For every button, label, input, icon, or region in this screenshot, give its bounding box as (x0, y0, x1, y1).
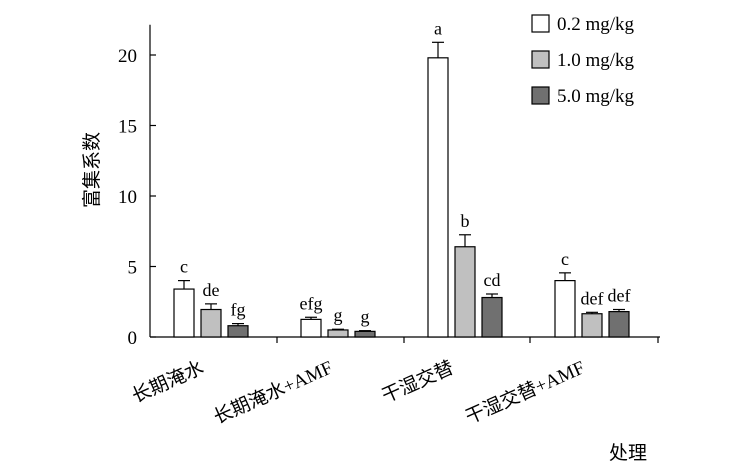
legend-label: 0.2 mg/kg (557, 14, 635, 35)
significance-label: efg (300, 293, 323, 313)
axes: 0 5 10 15 20 (118, 24, 660, 349)
legend-swatch (531, 50, 550, 69)
significance-label: g (361, 307, 370, 327)
significance-label: c (561, 249, 569, 269)
legend-swatch (531, 86, 550, 105)
significance-label: fg (231, 300, 246, 320)
bar (608, 311, 630, 338)
y-tick-label: 5 (128, 258, 138, 279)
category-label: 长期淹水 (129, 356, 207, 407)
bars (173, 41, 630, 338)
category-label: 干湿交替+AMF (462, 356, 588, 428)
significance-label: g (334, 305, 343, 325)
legend: 0.2 mg/kg 1.0 mg/kg 5.0 mg/kg (531, 14, 635, 107)
bar (354, 330, 376, 338)
legend-label: 1.0 mg/kg (557, 50, 635, 71)
y-tick-label: 0 (128, 328, 138, 349)
y-tick-label: 15 (118, 117, 137, 138)
significance-label: b (461, 211, 470, 231)
bar (427, 57, 449, 338)
bar (554, 280, 576, 338)
x-axis-title: 处理 (609, 442, 647, 464)
bar (454, 246, 476, 338)
bar (200, 308, 222, 338)
significance-label: def (581, 288, 604, 308)
bar (173, 288, 195, 338)
bar (300, 318, 322, 338)
significance-label: de (203, 280, 220, 300)
significance-label: def (608, 286, 631, 306)
bar (227, 325, 249, 338)
significance-label: c (180, 257, 188, 277)
significance-label: a (434, 18, 442, 38)
legend-label: 5.0 mg/kg (557, 86, 635, 107)
bar (327, 329, 349, 338)
bar (581, 313, 603, 338)
y-tick-label: 10 (118, 187, 137, 208)
y-axis-title: 富集系数 (81, 132, 103, 208)
category-label: 干湿交替 (379, 356, 457, 407)
legend-swatch (531, 14, 550, 33)
category-label: 长期淹水+AMF (210, 356, 336, 428)
significance-label: cd (484, 270, 501, 290)
bar (481, 296, 503, 338)
y-tick-label: 20 (118, 46, 137, 67)
